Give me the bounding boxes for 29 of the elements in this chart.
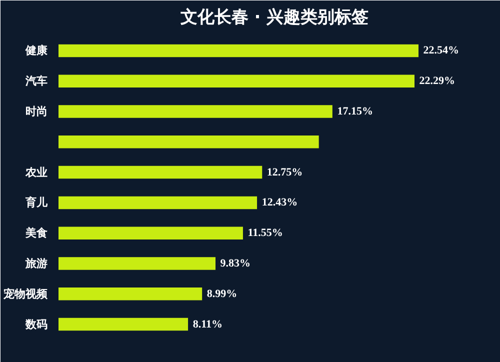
data-label: 9.83%: [220, 257, 251, 270]
y-tick-label: 旅游: [24, 256, 48, 270]
bar: [58, 166, 262, 179]
data-label: 12.75%: [266, 166, 303, 178]
bar: [58, 136, 319, 148]
data-label: 12.43%: [262, 196, 298, 209]
chart-title: 文化长春 · 兴趣类别标签: [179, 8, 369, 28]
y-tick-label: 汽车: [24, 74, 48, 88]
bar: [58, 196, 258, 210]
bar: [58, 74, 415, 88]
data-label: 8.11%: [192, 318, 222, 330]
data-label: 17.15%: [337, 106, 373, 118]
y-tick-label: 育儿: [24, 196, 48, 210]
data-label: 11.55%: [248, 227, 283, 240]
data-label: 8.99%: [206, 288, 238, 300]
data-label: 22.54%: [423, 44, 460, 57]
y-tick-label: 数码: [24, 318, 48, 331]
y-tick-label: 宠物视频: [2, 287, 48, 300]
data-label: 22.29%: [419, 75, 456, 88]
bar: [58, 287, 202, 300]
y-tick-label: 时尚: [26, 105, 48, 118]
y-tick-label: 农业: [24, 166, 48, 179]
bar: [58, 318, 188, 331]
bar: [58, 44, 418, 58]
y-tick-label: 健康: [24, 44, 48, 58]
bar: [58, 226, 243, 240]
y-tick-label: 美食: [24, 226, 48, 240]
bar: [58, 105, 332, 118]
bar: [58, 257, 216, 270]
